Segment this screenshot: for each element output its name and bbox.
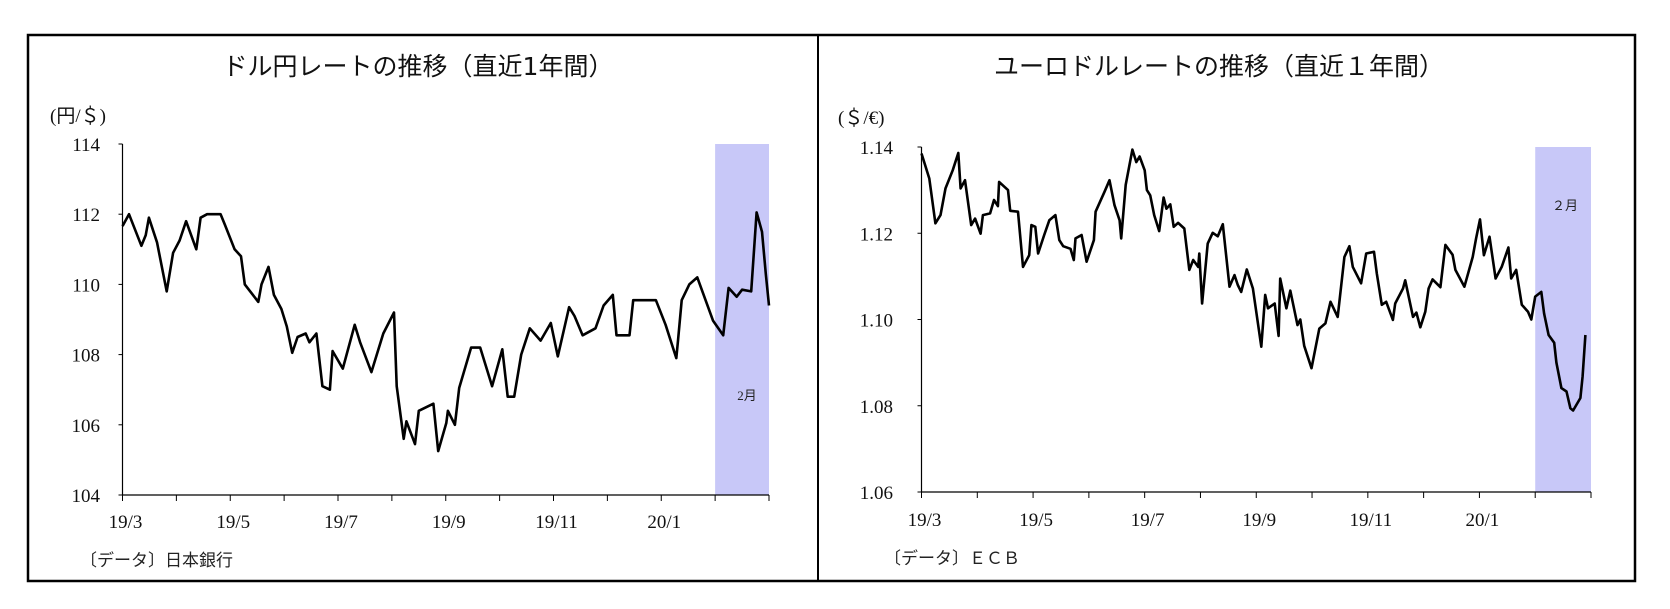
y-tick-label: 1.06 [860, 483, 893, 504]
outer-frame [26, 33, 1637, 583]
x-tick-label: 20/1 [1466, 510, 1500, 531]
y-tick-label: 108 [72, 346, 101, 367]
x-tick-label: 19/3 [908, 510, 942, 531]
y-tick-label: 110 [72, 275, 100, 296]
x-tick-label: 19/5 [216, 512, 250, 533]
x-tick-label: 20/1 [647, 512, 681, 533]
x-tick-label: 19/7 [324, 512, 358, 533]
y-tick-label: 106 [72, 416, 101, 437]
y-axis-unit-label: (円/＄) [50, 105, 106, 127]
x-tick-label: 19/5 [1019, 510, 1053, 531]
y-tick-label: 104 [72, 486, 101, 507]
plot-area: 2月 104 106 108 110 112 114 19/3 19/5 19/7 19/9 19/1… [72, 135, 771, 533]
data-source-label: 〔データ〕日本銀行 [80, 550, 233, 571]
y-tick-label: 1.12 [860, 224, 893, 245]
y-tick-label: 112 [72, 205, 100, 226]
x-tick-label: 19/9 [432, 512, 466, 533]
x-tick-label: 19/11 [1350, 510, 1393, 531]
y-tick-label: 1.08 [860, 397, 893, 418]
chart-title: ユーロドルレートの推移（直近１年間） [994, 52, 1444, 81]
y-tick-label: 1.10 [860, 311, 893, 332]
highlight-label: ２月 [1552, 198, 1578, 213]
highlight-label: 2月 [737, 388, 757, 403]
plot-area: ２月 1.06 1.08 1.10 1.12 1.14 19/3 19/5 19/7 19/9 19… [860, 138, 1592, 531]
highlight-band [715, 144, 769, 495]
chart-usdjpy: ドル円レートの推移（直近1年間） (円/＄) 〔データ〕日本銀行 2月 104 10… [50, 52, 771, 571]
x-tick-label: 19/11 [535, 512, 578, 533]
x-tick-label: 19/3 [109, 512, 143, 533]
series-line [920, 148, 1587, 412]
x-tick-label: 19/9 [1242, 510, 1276, 531]
x-tick-label: 19/7 [1131, 510, 1165, 531]
chart-title: ドル円レートの推移（直近1年間） [223, 52, 614, 81]
y-axis-unit-label: (＄/€) [838, 107, 884, 129]
series-line [121, 211, 771, 453]
data-source-label: 〔データ〕ＥＣＢ [884, 548, 1020, 569]
y-tick-label: 1.14 [860, 138, 894, 159]
chart-eurusd: ユーロドルレートの推移（直近１年間） (＄/€) 〔データ〕ＥＣＢ ２月 1.06… [838, 52, 1592, 569]
y-tick-label: 114 [72, 135, 100, 156]
